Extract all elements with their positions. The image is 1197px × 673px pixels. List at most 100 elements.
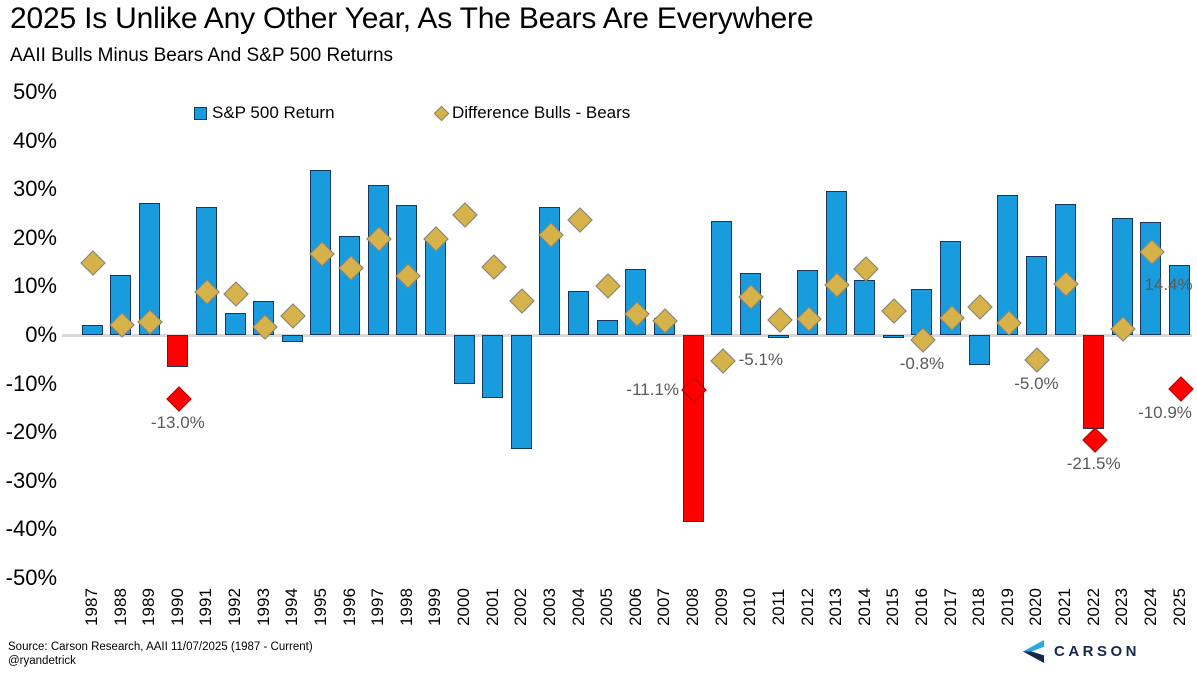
carson-logo-icon bbox=[1022, 639, 1045, 664]
legend-item-sp500: S&P 500 Return bbox=[194, 102, 335, 124]
x-tick-2024: 2024 bbox=[1140, 588, 1160, 626]
annotation-2008--11.1%: -11.1% bbox=[626, 379, 680, 399]
bar-1987 bbox=[81, 325, 103, 335]
x-tick-2021: 2021 bbox=[1055, 588, 1075, 626]
diamond-2015 bbox=[881, 298, 908, 324]
x-tick-2018: 2018 bbox=[969, 588, 989, 626]
diamond-2020 bbox=[1024, 347, 1051, 373]
bar-2014 bbox=[854, 279, 876, 335]
x-tick-2004: 2004 bbox=[568, 588, 588, 626]
legend-item-diff: Difference Bulls - Bears bbox=[433, 102, 631, 124]
diamond-2009 bbox=[709, 348, 736, 374]
bar-2004 bbox=[568, 291, 590, 335]
x-tick-2012: 2012 bbox=[797, 588, 817, 626]
carson-logo-text: CARSON bbox=[1054, 643, 1141, 660]
x-tick-2011: 2011 bbox=[768, 588, 788, 626]
x-tick-2006: 2006 bbox=[625, 588, 645, 626]
legend-label-diff: Difference Bulls - Bears bbox=[452, 103, 631, 122]
x-tick-1989: 1989 bbox=[139, 588, 159, 626]
x-tick-1991: 1991 bbox=[196, 588, 216, 626]
x-tick-1993: 1993 bbox=[253, 588, 273, 626]
annotation-2025-14.4%: 14.4% bbox=[1144, 275, 1193, 295]
bar-2018 bbox=[968, 335, 990, 366]
diamond-2002 bbox=[509, 288, 536, 314]
x-tick-2005: 2005 bbox=[597, 588, 617, 626]
diamond-2018 bbox=[967, 294, 993, 320]
page-title: 2025 Is Unlike Any Other Year, As The Be… bbox=[10, 2, 814, 35]
y-tick--50%: -50% bbox=[5, 564, 57, 590]
annotation-2020--5.0%: -5.0% bbox=[1014, 374, 1059, 394]
bar-2021 bbox=[1054, 204, 1076, 335]
y-tick--40%: -40% bbox=[5, 516, 57, 542]
x-tick-1999: 1999 bbox=[425, 588, 445, 626]
source-text: Source: Carson Research, AAII 11/07/2025… bbox=[8, 641, 313, 653]
diamond-1992 bbox=[223, 281, 249, 307]
zero-axis-line bbox=[62, 333, 1192, 337]
chart-subtitle: AAII Bulls Minus Bears And S&P 500 Retur… bbox=[10, 45, 394, 66]
bar-2009 bbox=[711, 220, 733, 335]
x-tick-2022: 2022 bbox=[1083, 588, 1103, 626]
diamond-2004 bbox=[566, 206, 593, 233]
bar-2013 bbox=[825, 191, 847, 335]
bar-2001 bbox=[482, 335, 504, 399]
bar-2011 bbox=[768, 335, 790, 338]
bar-1991 bbox=[195, 207, 217, 335]
bar-1994 bbox=[281, 335, 303, 343]
y-tick--10%: -10% bbox=[5, 370, 57, 396]
x-tick-2014: 2014 bbox=[854, 588, 874, 626]
x-tick-1998: 1998 bbox=[396, 588, 416, 626]
x-tick-1990: 1990 bbox=[167, 588, 187, 626]
diamond-2014 bbox=[853, 256, 879, 282]
y-tick-40%: 40% bbox=[12, 127, 57, 153]
author-handle: @ryandetrick bbox=[8, 655, 76, 667]
x-tick-1995: 1995 bbox=[310, 588, 330, 626]
legend-label-sp500: S&P 500 Return bbox=[212, 103, 335, 122]
annotation-2016--0.8%: -0.8% bbox=[899, 353, 945, 373]
x-tick-2007: 2007 bbox=[654, 588, 674, 626]
x-tick-2000: 2000 bbox=[454, 588, 474, 626]
x-tick-1997: 1997 bbox=[368, 588, 388, 626]
y-tick-10%: 10% bbox=[12, 273, 57, 299]
bar-2015 bbox=[882, 335, 904, 339]
bar-2005 bbox=[596, 320, 618, 335]
x-tick-2013: 2013 bbox=[826, 588, 846, 626]
x-tick-2015: 2015 bbox=[883, 588, 903, 626]
diamond-2011 bbox=[767, 307, 793, 333]
x-tick-2008: 2008 bbox=[683, 588, 703, 626]
bar-2022 bbox=[1083, 335, 1105, 430]
diamond-1990 bbox=[166, 386, 192, 412]
bar-2008 bbox=[682, 335, 704, 522]
diamond-2022 bbox=[1081, 427, 1108, 454]
x-tick-2001: 2001 bbox=[482, 588, 502, 626]
x-tick-2017: 2017 bbox=[940, 588, 960, 626]
diamond-2005 bbox=[595, 273, 621, 299]
bar-2000 bbox=[453, 335, 475, 384]
bar-2025 bbox=[1169, 265, 1191, 335]
y-tick--20%: -20% bbox=[5, 419, 57, 445]
bar-2002 bbox=[510, 335, 532, 449]
y-tick--30%: -30% bbox=[5, 467, 57, 493]
x-tick-2025: 2025 bbox=[1169, 588, 1189, 626]
x-tick-2020: 2020 bbox=[1026, 588, 1046, 626]
x-tick-2023: 2023 bbox=[1112, 588, 1132, 626]
bar-1999 bbox=[424, 240, 446, 335]
y-tick-50%: 50% bbox=[12, 79, 57, 105]
diamond-1994 bbox=[280, 303, 307, 329]
x-tick-2003: 2003 bbox=[539, 588, 559, 626]
diamond-2000 bbox=[452, 201, 478, 228]
y-tick-30%: 30% bbox=[12, 176, 57, 202]
bar-1996 bbox=[339, 236, 361, 335]
y-tick-0%: 0% bbox=[25, 322, 57, 347]
bar-1992 bbox=[224, 313, 246, 335]
legend: S&P 500 Return Difference Bulls - Bears bbox=[0, 102, 1197, 126]
annotation-2009--5.1%: -5.1% bbox=[738, 349, 784, 369]
x-tick-1988: 1988 bbox=[110, 588, 130, 626]
x-tick-2002: 2002 bbox=[511, 588, 531, 626]
annotation-2022--21.5%: -21.5% bbox=[1066, 454, 1121, 474]
x-tick-2010: 2010 bbox=[740, 588, 760, 626]
x-tick-1987: 1987 bbox=[82, 588, 101, 626]
carson-logo: CARSON bbox=[1020, 639, 1140, 664]
diamond-2025 bbox=[1167, 376, 1194, 402]
diamond-2001 bbox=[480, 253, 507, 280]
square-marker-icon bbox=[194, 106, 207, 120]
